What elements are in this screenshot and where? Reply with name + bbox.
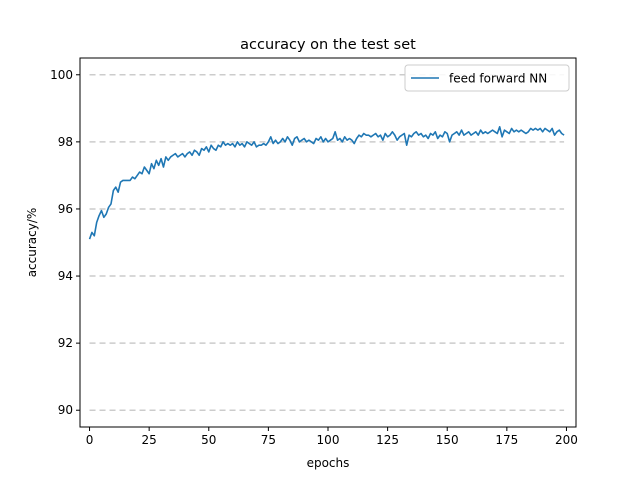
y-tick-label: 100 [50, 68, 73, 82]
y-tick-label: 90 [58, 403, 73, 417]
y-axis-label: accuracy/% [25, 208, 39, 278]
legend-frame [404, 64, 570, 92]
x-tick-label: 25 [142, 433, 157, 447]
legend-label: feed forward NN [449, 72, 547, 86]
x-axis-label: epochs [307, 456, 350, 470]
x-tick-label: 150 [436, 433, 459, 447]
x-tick-label: 75 [261, 433, 276, 447]
x-tick-label: 125 [376, 433, 399, 447]
plot-area-frame [79, 57, 577, 428]
x-tick-label: 175 [495, 433, 518, 447]
y-tick-label: 98 [58, 135, 73, 149]
series-layer [88, 125, 565, 240]
x-tick-label: 50 [201, 433, 216, 447]
x-tick-label: 200 [555, 433, 578, 447]
chart-title: accuracy on the test set [240, 37, 416, 53]
x-axis-ticks: 0 25 50 75 100 125 150 175 200 [86, 427, 578, 447]
y-tick-label: 96 [58, 202, 73, 216]
grid-lines [89, 74, 565, 411]
x-tick-label: 100 [317, 433, 340, 447]
x-tick-label: 0 [86, 433, 94, 447]
y-tick-label: 94 [58, 269, 73, 283]
legend: feed forward NN [404, 64, 570, 92]
y-axis-ticks: 90 92 94 96 98 100 [50, 68, 80, 417]
y-tick-label: 92 [58, 336, 73, 350]
series-line [88, 125, 565, 240]
